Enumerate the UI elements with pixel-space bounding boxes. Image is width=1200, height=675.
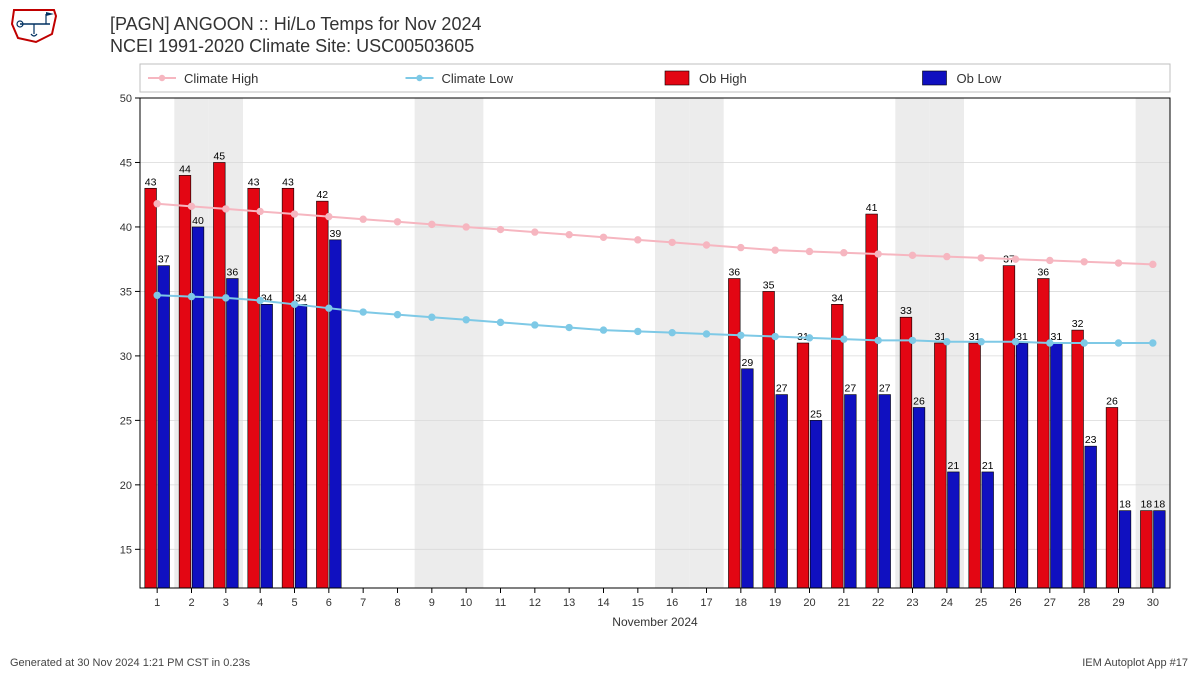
svg-text:25: 25 [810,408,822,420]
svg-text:42: 42 [316,189,328,201]
svg-text:13: 13 [563,597,575,609]
svg-text:33: 33 [900,305,912,317]
svg-text:34: 34 [831,292,843,304]
svg-text:21: 21 [838,597,850,609]
svg-text:1: 1 [154,597,160,609]
footer-timestamp: Generated at 30 Nov 2024 1:21 PM CST in … [10,657,250,669]
svg-text:18: 18 [1119,499,1131,511]
svg-text:27: 27 [776,383,788,395]
svg-text:3: 3 [223,597,229,609]
svg-text:36: 36 [227,267,239,279]
svg-text:45: 45 [213,150,225,162]
svg-text:43: 43 [248,176,260,188]
svg-text:29: 29 [742,357,754,369]
svg-text:11: 11 [495,597,506,609]
svg-text:27: 27 [879,383,891,395]
svg-text:35: 35 [763,279,775,291]
svg-text:16: 16 [666,597,678,609]
svg-text:8: 8 [394,597,400,609]
svg-text:Ob High: Ob High [699,71,747,86]
svg-text:29: 29 [1112,597,1124,609]
svg-text:26: 26 [913,395,925,407]
temperature-chart: 1520253035404550434445434342363531344133… [110,60,1180,640]
svg-text:27: 27 [1044,597,1056,609]
svg-text:15: 15 [632,597,644,609]
svg-text:28: 28 [1078,597,1090,609]
svg-text:43: 43 [145,176,157,188]
svg-text:18: 18 [1154,499,1166,511]
svg-text:5: 5 [291,597,297,609]
svg-text:14: 14 [597,597,609,609]
svg-text:35: 35 [120,286,132,298]
svg-text:45: 45 [120,157,132,169]
svg-text:20: 20 [803,597,815,609]
footer-appname: IEM Autoplot App #17 [1082,657,1188,669]
svg-text:30: 30 [1147,597,1159,609]
svg-text:26: 26 [1106,395,1118,407]
svg-text:2: 2 [188,597,194,609]
svg-text:43: 43 [282,176,294,188]
svg-text:21: 21 [948,460,960,472]
chart-container: 1520253035404550434445434342363531344133… [110,60,1180,640]
svg-text:30: 30 [120,351,132,363]
svg-text:36: 36 [1037,267,1049,279]
iem-logo [6,4,62,44]
svg-text:50: 50 [120,93,132,105]
svg-text:40: 40 [192,215,204,227]
svg-text:41: 41 [866,202,878,214]
svg-text:20: 20 [120,480,132,492]
chart-title-line1: [PAGN] ANGOON :: Hi/Lo Temps for Nov 202… [110,14,481,35]
svg-text:Climate Low: Climate Low [442,71,514,86]
svg-text:Climate High: Climate High [184,71,258,86]
svg-text:25: 25 [120,415,132,427]
svg-text:26: 26 [1009,597,1021,609]
svg-text:10: 10 [460,597,472,609]
svg-text:7: 7 [360,597,366,609]
svg-text:32: 32 [1072,318,1084,330]
svg-text:17: 17 [700,597,712,609]
svg-text:40: 40 [120,222,132,234]
svg-text:37: 37 [158,254,170,266]
svg-text:12: 12 [529,597,541,609]
svg-text:November 2024: November 2024 [612,615,698,629]
svg-text:23: 23 [906,597,918,609]
svg-text:39: 39 [330,228,342,240]
svg-text:19: 19 [769,597,781,609]
svg-text:Ob Low: Ob Low [957,71,1002,86]
svg-text:24: 24 [941,597,953,609]
svg-text:23: 23 [1085,434,1097,446]
svg-text:18: 18 [1140,499,1152,511]
svg-text:22: 22 [872,597,884,609]
chart-title-line2: NCEI 1991-2020 Climate Site: USC00503605 [110,36,474,57]
svg-text:21: 21 [982,460,994,472]
svg-text:18: 18 [735,597,747,609]
svg-text:15: 15 [120,544,132,556]
svg-text:44: 44 [179,163,191,175]
svg-text:6: 6 [326,597,332,609]
svg-text:36: 36 [728,267,740,279]
svg-text:4: 4 [257,597,263,609]
svg-text:9: 9 [429,597,435,609]
svg-text:27: 27 [845,383,857,395]
svg-text:25: 25 [975,597,987,609]
